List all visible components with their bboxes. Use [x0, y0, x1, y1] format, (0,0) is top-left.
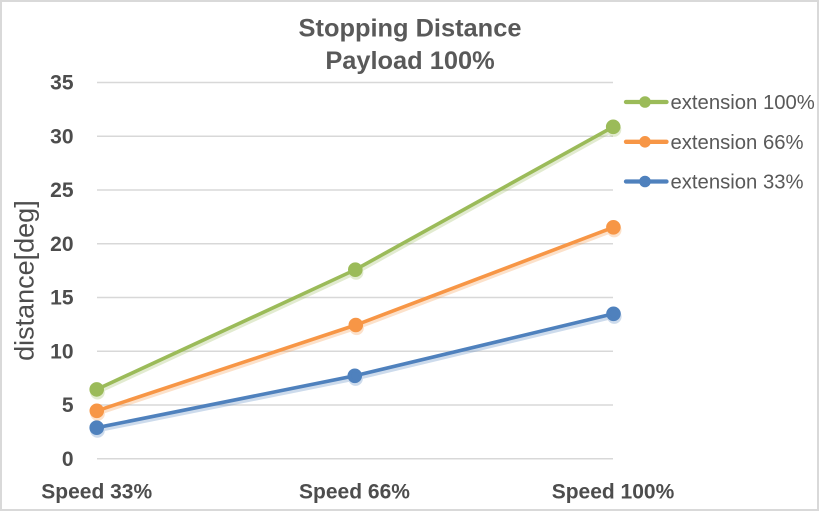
svg-text:distance[deg]: distance[deg]	[10, 200, 40, 361]
svg-text:25: 25	[50, 179, 74, 202]
svg-text:extension 66%: extension 66%	[671, 132, 804, 154]
svg-text:5: 5	[62, 394, 74, 417]
svg-text:Stopping Distance: Stopping Distance	[299, 15, 522, 43]
svg-text:extension 100%: extension 100%	[671, 92, 815, 114]
svg-text:35: 35	[50, 72, 74, 95]
svg-text:extension 33%: extension 33%	[671, 172, 804, 194]
svg-text:20: 20	[50, 233, 73, 256]
svg-text:10: 10	[50, 340, 73, 363]
svg-text:Payload 100%: Payload 100%	[325, 47, 494, 75]
svg-text:30: 30	[50, 125, 73, 148]
svg-text:0: 0	[62, 448, 74, 471]
svg-text:Speed 33%: Speed 33%	[41, 481, 152, 504]
svg-text:Speed 100%: Speed 100%	[552, 481, 675, 504]
svg-text:15: 15	[50, 287, 74, 310]
svg-text:Speed 66%: Speed 66%	[299, 481, 410, 504]
